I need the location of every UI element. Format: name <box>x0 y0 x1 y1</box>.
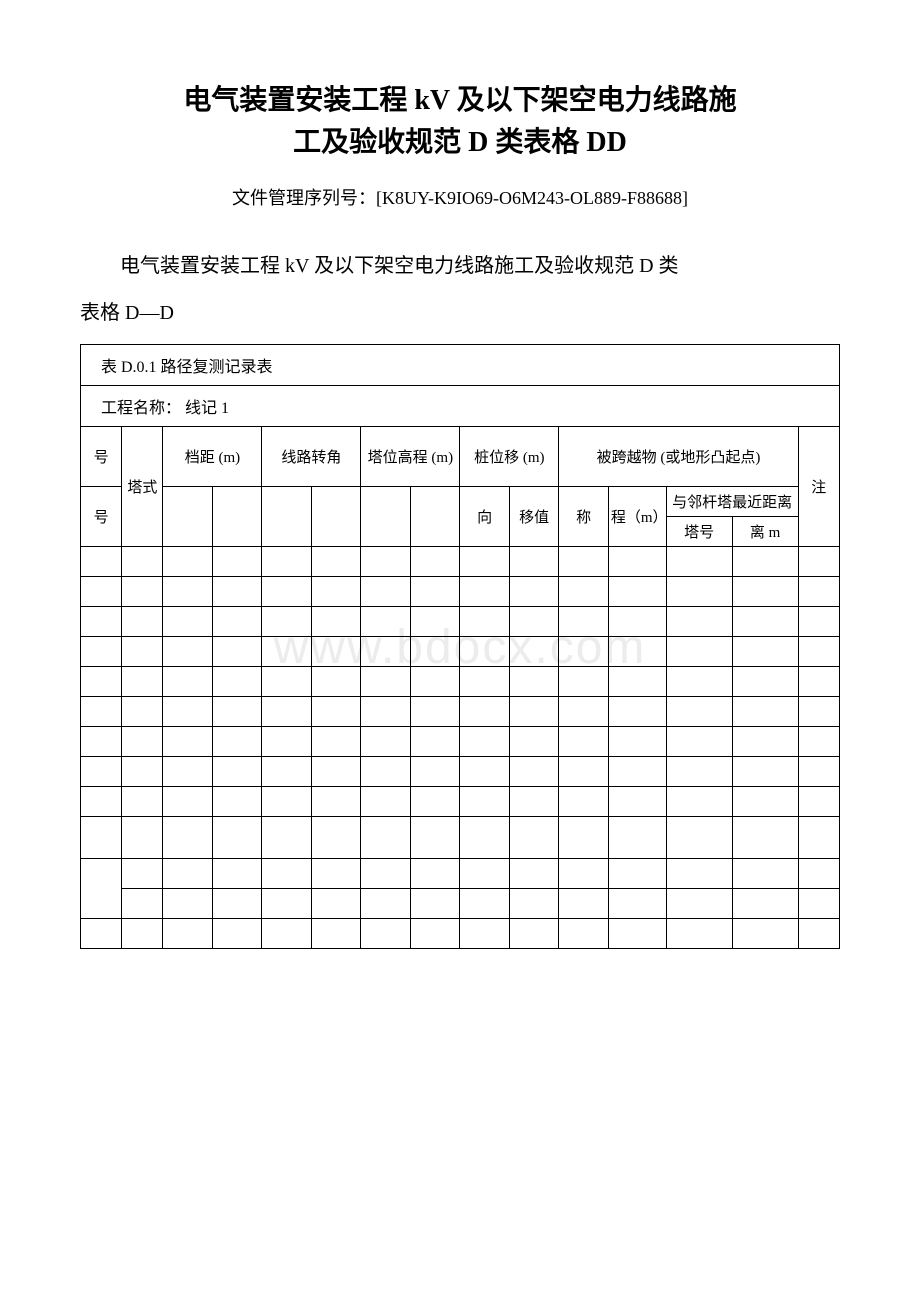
title-line2: 工及验收规范 D 类表格 DD <box>293 127 627 158</box>
header-span: 档距 (m) <box>163 427 262 487</box>
header-neighbor-dist: 与邻杆塔最近距离 <box>666 487 798 517</box>
header-elev-sub1 <box>361 487 410 547</box>
header-span-sub1 <box>163 487 212 547</box>
header-direction: 向 <box>460 487 509 547</box>
table-row <box>81 727 840 757</box>
subtitle-line2: 表格 D—D <box>80 297 840 329</box>
table-row <box>81 919 840 949</box>
table-row <box>81 817 840 859</box>
table-row <box>81 889 840 919</box>
header-no-lower: 号 <box>81 487 122 547</box>
header-tower-type: 塔式 <box>122 427 163 547</box>
serial-number: 文件管理序列号：[K8UY-K9IO69-O6M243-OL889-F88688… <box>80 184 840 210</box>
table-row-merged <box>81 859 840 889</box>
header-crossing: 被跨越物 (或地形凸起点) <box>559 427 798 487</box>
title-line1: 电气装置安装工程 kV 及以下架空电力线路施 <box>183 85 736 116</box>
table-row <box>81 787 840 817</box>
header-elev-sub2 <box>410 487 459 547</box>
table-row <box>81 667 840 697</box>
table-row <box>81 757 840 787</box>
header-name: 称 <box>559 487 608 547</box>
subtitle-line1: 电气装置安装工程 kV 及以下架空电力线路施工及验收规范 D 类 <box>80 250 840 282</box>
table-row <box>81 577 840 607</box>
header-note: 注 <box>798 427 839 547</box>
header-dist-m: 离 m <box>732 517 798 547</box>
table-row <box>81 637 840 667</box>
header-span-sub2 <box>212 487 261 547</box>
header-offset-value: 移值 <box>509 487 558 547</box>
survey-table: 表 D.0.1 路径复测记录表 工程名称： 线记 1 号 塔式 档距 (m) 线… <box>80 344 840 949</box>
header-tower-no: 塔号 <box>666 517 732 547</box>
header-route-angle: 线路转角 <box>262 427 361 487</box>
table-caption: 表 D.0.1 路径复测记录表 <box>81 345 840 386</box>
header-route-sub2 <box>311 487 360 547</box>
header-elevation: 程（m） <box>608 487 666 547</box>
table-row <box>81 607 840 637</box>
header-pile-offset: 桩位移 (m) <box>460 427 559 487</box>
project-name: 工程名称： 线记 1 <box>81 386 840 427</box>
header-route-sub1 <box>262 487 311 547</box>
table-row <box>81 547 840 577</box>
table-row <box>81 697 840 727</box>
header-no-upper: 号 <box>81 427 122 487</box>
header-tower-elev: 塔位高程 (m) <box>361 427 460 487</box>
